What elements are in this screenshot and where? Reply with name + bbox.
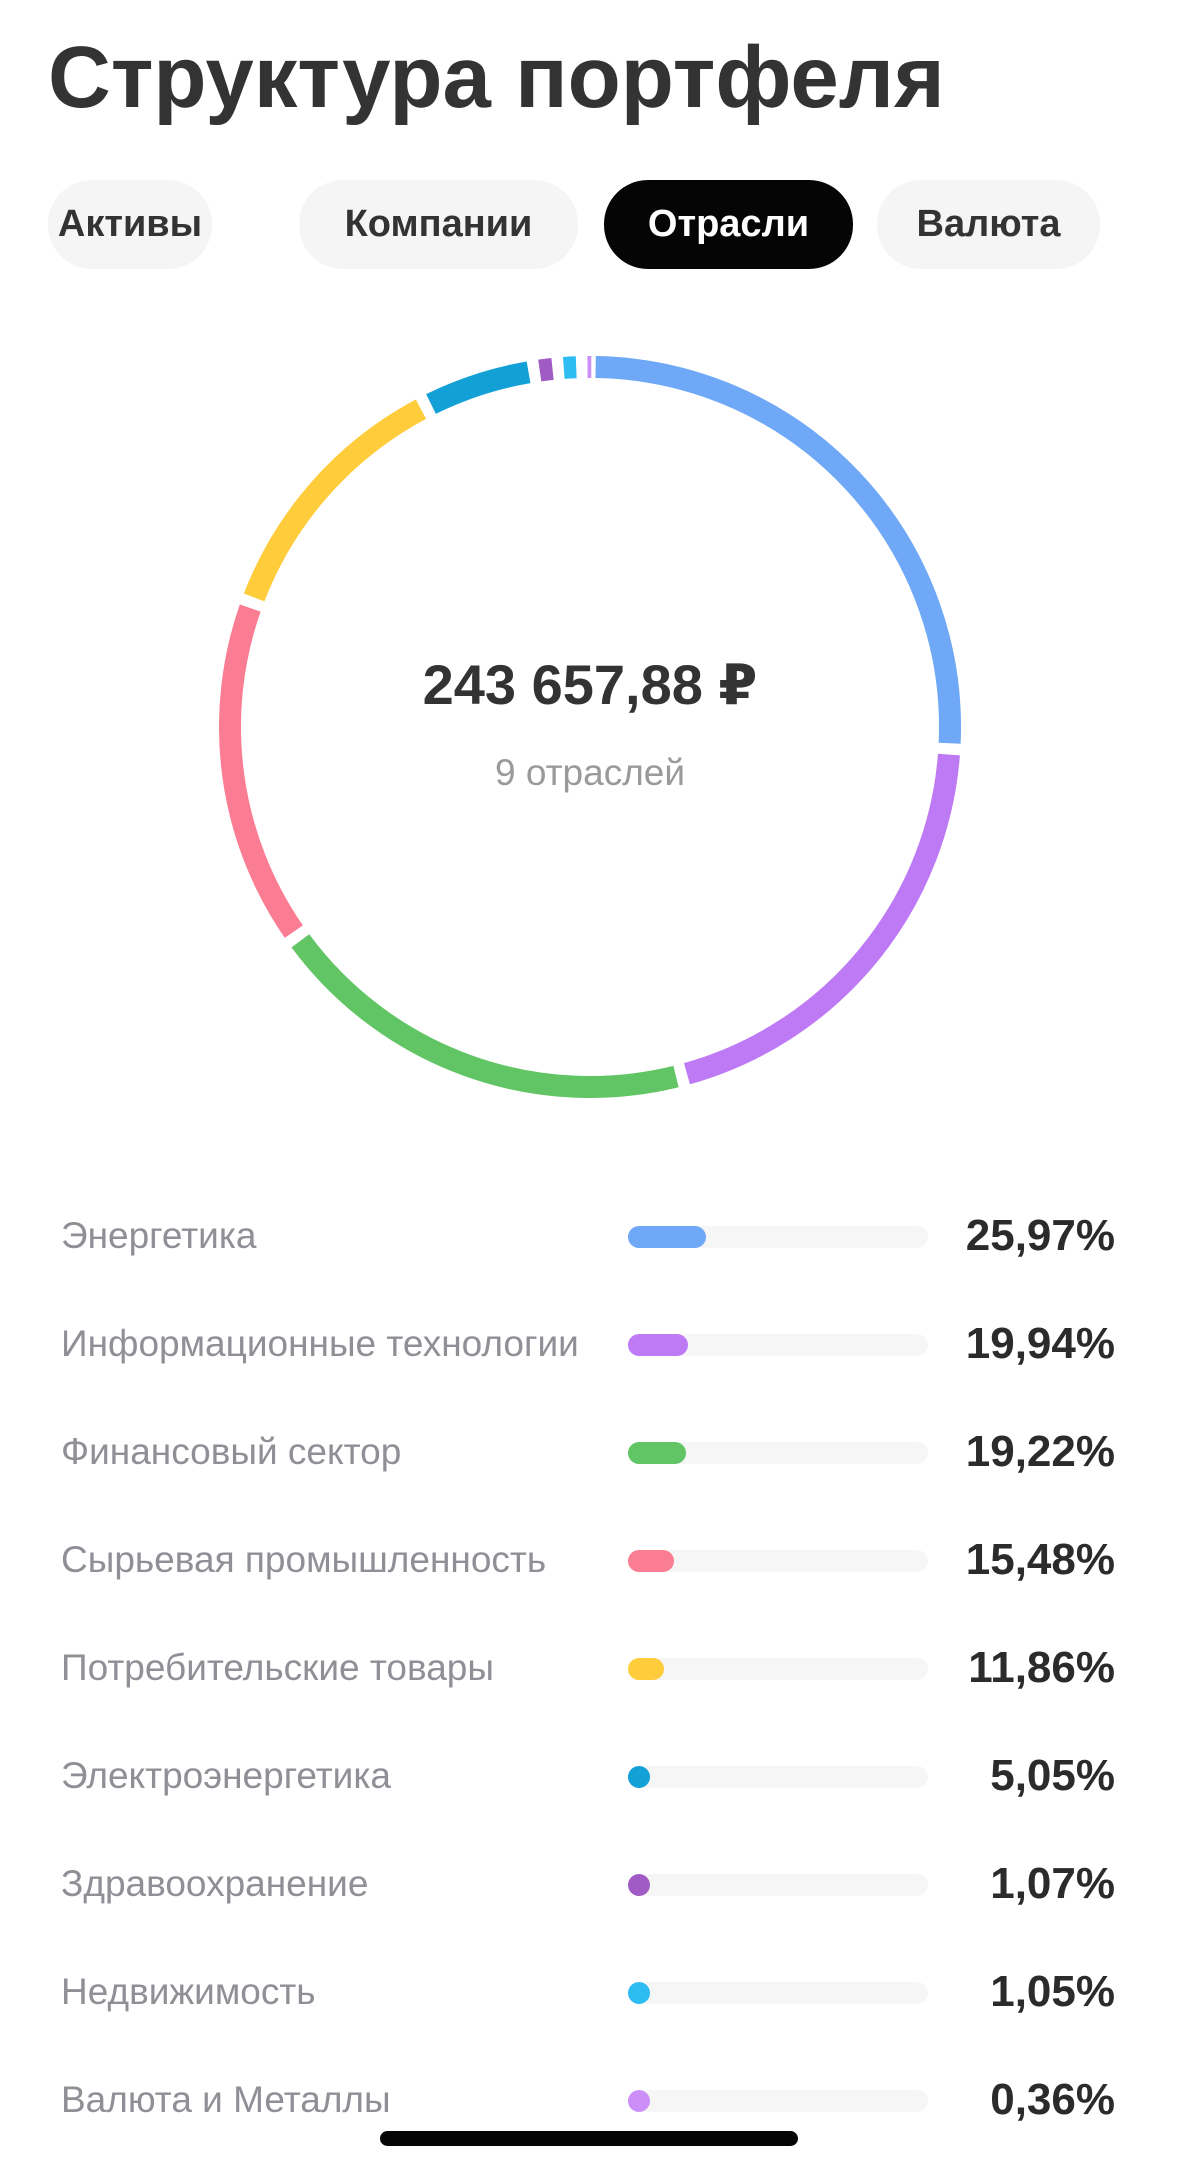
legend-value: 5,05% — [990, 1751, 1115, 1800]
legend-label: Недвижимость — [61, 1971, 316, 2012]
legend-bar-fill — [628, 1442, 686, 1464]
legend-bar-fill — [628, 1766, 650, 1788]
legend-label: Энергетика — [61, 1215, 257, 1256]
donut-slice — [538, 358, 554, 382]
legend-bar-fill — [628, 1874, 650, 1896]
legend-label: Информационные технологии — [61, 1323, 579, 1364]
legend-bar-fill — [628, 2090, 650, 2112]
legend-bar-track — [628, 1982, 928, 2004]
legend-label: Валюта и Металлы — [61, 2079, 391, 2120]
donut-chart — [219, 356, 961, 1098]
donut-slice — [683, 753, 960, 1085]
portfolio-total: 243 657,88 ₽ — [422, 653, 758, 716]
donut-slice — [562, 356, 577, 379]
home-indicator[interactable] — [380, 2131, 798, 2146]
legend-label: Здравоохранение — [61, 1863, 369, 1904]
legend-row[interactable]: Электроэнергетика 5,05% — [0, 1736, 1179, 1816]
donut-slice — [595, 356, 961, 744]
legend-row[interactable]: Финансовый сектор 19,22% — [0, 1412, 1179, 1492]
tab-industries[interactable]: Отрасли — [604, 180, 853, 269]
legend-value: 0,36% — [990, 2075, 1115, 2124]
legend-bar-track — [628, 1442, 928, 1464]
tab-companies[interactable]: Компании — [299, 180, 578, 269]
legend-bar-fill — [628, 1550, 675, 1572]
legend-bar-track — [628, 1658, 928, 1680]
legend-value: 19,22% — [965, 1427, 1115, 1476]
legend-bar-track — [628, 2090, 928, 2112]
legend-row[interactable]: Валюта и Металлы 0,36% — [0, 2060, 1179, 2140]
legend-row[interactable]: Сырьевая промышленность 15,48% — [0, 1520, 1179, 1600]
legend-bar-track — [628, 1766, 928, 1788]
legend-bar-track — [628, 1226, 928, 1248]
legend-value: 15,48% — [965, 1535, 1115, 1584]
legend-bar-track — [628, 1334, 928, 1356]
legend-label: Сырьевая промышленность — [61, 1539, 547, 1580]
tab-currency[interactable]: Валюта — [877, 180, 1100, 269]
legend-bar-fill — [628, 1334, 688, 1356]
legend-bar-fill — [628, 1226, 706, 1248]
legend-row[interactable]: Недвижимость 1,05% — [0, 1952, 1179, 2032]
donut-slice — [243, 399, 427, 602]
legend-bar-track — [628, 1874, 928, 1896]
legend-value: 11,86% — [968, 1643, 1115, 1692]
legend-value: 1,07% — [990, 1859, 1115, 1908]
legend-bar-fill — [628, 1658, 664, 1680]
legend-row[interactable]: Потребительские товары 11,86% — [0, 1628, 1179, 1708]
legend-bar-track — [628, 1550, 928, 1572]
legend-row[interactable]: Здравоохранение 1,07% — [0, 1844, 1179, 1924]
legend-label: Потребительские товары — [61, 1647, 494, 1688]
legend-value: 1,05% — [990, 1967, 1115, 2016]
legend-value: 25,97% — [965, 1211, 1115, 1260]
segment-tabs: Активы Компании Отрасли Валюта — [48, 180, 1148, 269]
legend-label: Электроэнергетика — [61, 1755, 391, 1796]
legend-value: 19,94% — [965, 1319, 1115, 1368]
donut-slice — [426, 361, 531, 414]
page-title: Структура портфеля — [48, 29, 945, 126]
donut-slice — [219, 604, 303, 938]
donut-slice — [291, 934, 679, 1098]
legend-row[interactable]: Энергетика 25,97% — [0, 1196, 1179, 1276]
tab-assets[interactable]: Активы — [48, 180, 212, 269]
legend-row[interactable]: Информационные технологии 19,94% — [0, 1304, 1179, 1384]
legend-label: Финансовый сектор — [61, 1431, 402, 1472]
industries-count: 9 отраслей — [494, 752, 686, 793]
legend-bar-fill — [628, 1982, 650, 2004]
